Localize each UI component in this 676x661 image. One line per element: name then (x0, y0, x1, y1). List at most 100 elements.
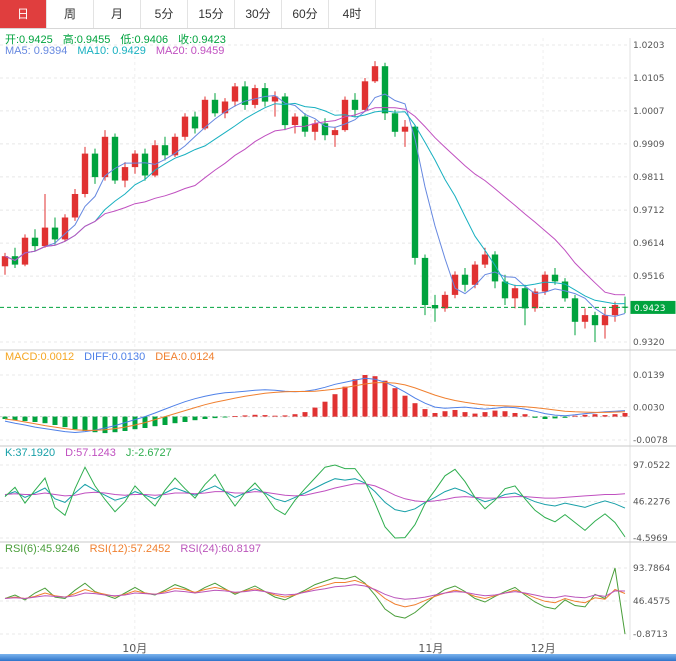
candle-body[interactable] (371, 66, 379, 82)
macd-bar (562, 416, 568, 418)
tab-item[interactable]: 月 (94, 0, 141, 28)
candle-body[interactable] (491, 254, 499, 282)
candle-body[interactable] (231, 86, 239, 102)
macd-bar (312, 407, 318, 417)
macd-bar (362, 375, 368, 417)
macd-bar (132, 416, 138, 430)
tab-item[interactable]: 周 (47, 0, 94, 28)
x-axis-label: 10月 (122, 642, 147, 654)
candle-body[interactable] (51, 227, 59, 240)
macd-bar (2, 416, 8, 419)
candle-body[interactable] (351, 99, 359, 110)
candle-body[interactable] (91, 153, 99, 178)
candle-body[interactable] (1, 256, 9, 267)
candle-body[interactable] (321, 123, 329, 136)
macd-bar (582, 414, 588, 417)
macd-bar (352, 379, 358, 417)
y-axis-label: 46.4575 (633, 597, 670, 607)
candle-body[interactable] (221, 101, 229, 114)
tab-item[interactable]: 15分 (188, 0, 235, 28)
candle-body[interactable] (421, 257, 429, 305)
tab-item[interactable]: 日 (0, 0, 47, 28)
candle-body[interactable] (571, 298, 579, 322)
candle-body[interactable] (441, 294, 449, 309)
candle-body[interactable] (31, 237, 39, 247)
candle-body[interactable] (401, 126, 409, 132)
candle-body[interactable] (141, 153, 149, 176)
macd-bar (222, 416, 228, 418)
macd-bar (552, 416, 558, 419)
candle-body[interactable] (511, 288, 519, 299)
candle-body[interactable] (531, 291, 539, 309)
candle-body[interactable] (161, 145, 169, 156)
tab-item[interactable]: 30分 (235, 0, 282, 28)
candle-body[interactable] (541, 274, 549, 292)
tab-item[interactable]: 5分 (141, 0, 188, 28)
candle-body[interactable] (451, 274, 459, 295)
candle-body[interactable] (301, 116, 309, 132)
candle-body[interactable] (21, 237, 29, 265)
candle-body[interactable] (561, 281, 569, 299)
candle-body[interactable] (101, 136, 109, 178)
tab-item[interactable]: 60分 (282, 0, 329, 28)
candle-body[interactable] (361, 81, 369, 110)
candle-body[interactable] (461, 274, 469, 285)
macd-bar (52, 416, 58, 425)
macd-bar (482, 412, 488, 417)
candle-body[interactable] (381, 66, 389, 114)
candles-layer[interactable] (1, 61, 629, 342)
y-axis-label: 97.0522 (633, 461, 670, 471)
bottom-scrollbar[interactable] (0, 654, 676, 661)
macd-bar (452, 410, 458, 417)
candle-body[interactable] (41, 227, 49, 247)
candle-body[interactable] (131, 153, 139, 168)
candle-body[interactable] (121, 167, 129, 181)
candle-body[interactable] (61, 217, 69, 240)
macd-bar (512, 413, 518, 417)
macd-bar (432, 413, 438, 417)
candle-body[interactable] (111, 136, 119, 181)
candle-body[interactable] (181, 116, 189, 137)
candle-body[interactable] (211, 99, 219, 114)
y-axis-label: 0.9909 (633, 140, 665, 150)
y-axis-label: 1.0105 (633, 74, 665, 84)
candle-body[interactable] (311, 123, 319, 132)
candle-body[interactable] (551, 274, 559, 282)
candle-body[interactable] (481, 254, 489, 265)
x-axis-label: 12月 (531, 642, 556, 654)
candle-body[interactable] (201, 99, 209, 129)
kdj-line-k (4, 478, 626, 513)
candle-body[interactable] (611, 305, 619, 316)
chart-svg[interactable]: 0.9423 1.0203 1.0105 1.0007 0.9909 0.9811 0.97… (0, 28, 676, 654)
tab-item[interactable]: 4时 (329, 0, 376, 28)
candle-body[interactable] (581, 315, 589, 322)
macd-bar (622, 413, 628, 417)
macd-bar (402, 395, 408, 417)
candle-body[interactable] (411, 126, 419, 258)
candle-body[interactable] (331, 130, 339, 136)
macd-bar (242, 415, 248, 417)
candle-body[interactable] (471, 264, 479, 285)
candle-body[interactable] (521, 288, 529, 309)
candle-body[interactable] (191, 116, 199, 129)
macd-bar (292, 414, 298, 417)
macd-bar (32, 416, 38, 422)
candle-body[interactable] (501, 281, 509, 299)
candle-body[interactable] (391, 113, 399, 132)
y-axis-label: 0.9712 (633, 206, 665, 216)
candle-body[interactable] (271, 96, 279, 102)
candle-body[interactable] (431, 305, 439, 309)
macd-bar (332, 394, 338, 417)
y-axis-label: -4.5969 (633, 534, 668, 544)
candle-body[interactable] (601, 315, 609, 326)
candle-body[interactable] (291, 116, 299, 125)
candle-body[interactable] (261, 88, 269, 102)
candle-body[interactable] (281, 96, 289, 126)
candle-body[interactable] (151, 145, 159, 176)
candle-body[interactable] (171, 136, 179, 156)
candle-body[interactable] (81, 153, 89, 194)
candle-body[interactable] (251, 88, 259, 105)
candle-body[interactable] (591, 315, 599, 326)
candle-body[interactable] (241, 86, 249, 105)
candle-body[interactable] (71, 194, 79, 218)
